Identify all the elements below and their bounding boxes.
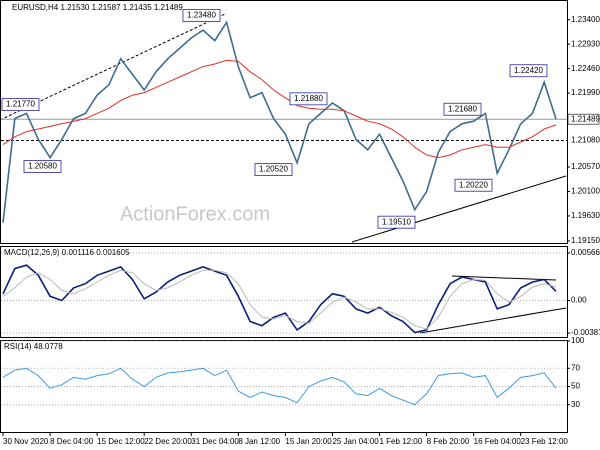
series-line <box>2 20 557 223</box>
level-label: 1.21080 <box>571 136 600 145</box>
y-tick-label: 1.21990 <box>571 88 600 97</box>
chart-title: EURUSD,H4 1.21530 1.21587 1.21435 1.2148… <box>12 3 183 12</box>
price-annotation-label: 1.22420 <box>514 66 543 75</box>
price-annotation-box <box>289 92 328 106</box>
price-annotation-box <box>23 160 62 173</box>
price-annotation-label: 1.20580 <box>28 162 57 171</box>
series-line <box>2 367 557 406</box>
x-tick-label: 30 Nov 2020 <box>3 437 49 446</box>
y-tick-label: 1.23400 <box>571 15 600 24</box>
price-annotation-label: 1.19510 <box>382 217 411 226</box>
y-tick-label: 1.22930 <box>571 39 600 48</box>
series-line <box>2 269 557 330</box>
y-tick-label: 30 <box>571 400 580 409</box>
macd-panel <box>0 246 568 338</box>
price-annotation-box <box>377 215 416 229</box>
watermark: ActionForex.com <box>120 203 270 225</box>
price-annotation-label: 1.23480 <box>187 11 216 20</box>
x-tick-label: 25 Jan 04:00 <box>332 437 379 446</box>
price-annotation-box <box>182 9 221 22</box>
trendline <box>451 275 557 281</box>
y-tick-label: 1.19630 <box>571 211 600 220</box>
x-tick-label: 15 Dec 12:00 <box>97 437 145 446</box>
y-tick-label: 1.20570 <box>571 162 600 171</box>
price-annotation-box <box>1 98 40 111</box>
price-annotation-label: 1.21770 <box>6 100 35 109</box>
price-annotation-label: 1.21880 <box>294 94 323 103</box>
price-annotation-box <box>254 163 293 177</box>
price-panel <box>0 0 568 244</box>
rsi-title: RSI(14) 48.0778 <box>4 342 63 351</box>
price-annotation-box <box>443 102 482 116</box>
y-tick-label: 70 <box>571 363 580 372</box>
price-annotation-box <box>454 178 493 192</box>
x-tick-label: 16 Feb 04:00 <box>474 437 522 446</box>
series-line <box>2 59 557 159</box>
price-annotation-label: 1.21680 <box>448 104 477 113</box>
last-price-label: 1.21489 <box>571 114 600 123</box>
x-tick-label: 15 Jan 20:00 <box>285 437 332 446</box>
x-tick-label: 8 Jan 12:00 <box>238 437 280 446</box>
last-price-box <box>567 113 600 125</box>
y-tick-label: 0.00 <box>571 296 587 305</box>
x-tick-label: 22 Dec 20:00 <box>144 437 192 446</box>
price-annotation-box <box>509 64 548 78</box>
y-tick-label: -0.003872 <box>571 328 600 337</box>
price-annotation-label: 1.20220 <box>459 180 488 189</box>
y-tick-label: 1.19150 <box>571 236 600 245</box>
x-tick-label: 23 Feb 12:00 <box>521 437 569 446</box>
y-tick-label: 50 <box>571 382 580 391</box>
x-tick-label: 31 Dec 04:00 <box>191 437 239 446</box>
x-tick-label: 8 Dec 04:00 <box>50 437 94 446</box>
price-annotation-label: 1.20520 <box>259 165 288 174</box>
trendline <box>419 307 567 334</box>
y-tick-label: 0.005662 <box>571 248 600 257</box>
y-tick-label: 100 <box>571 336 585 345</box>
y-tick-label: 1.22460 <box>571 64 600 73</box>
series-line <box>2 264 557 334</box>
x-tick-label: 8 Feb 20:00 <box>427 437 470 446</box>
y-tick-label: 1.20100 <box>571 187 600 196</box>
x-tick-label: 1 Feb 12:00 <box>380 437 423 446</box>
trendline <box>351 175 567 243</box>
